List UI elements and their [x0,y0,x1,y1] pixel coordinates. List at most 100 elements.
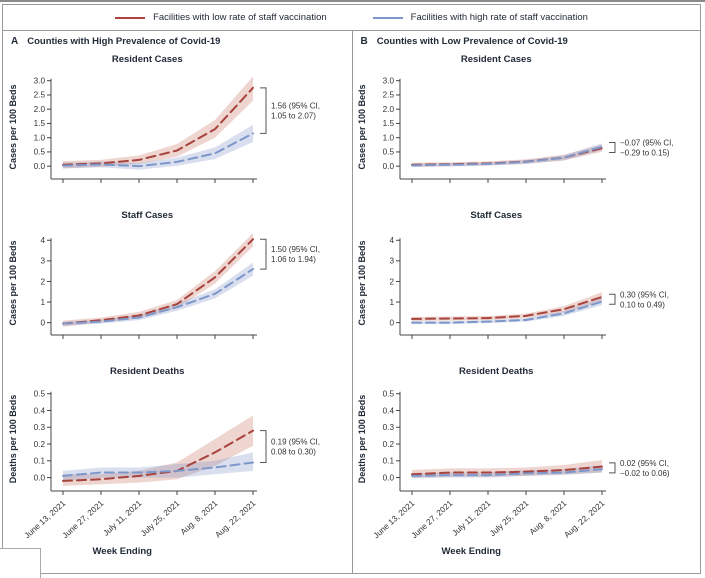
chart-canvas-staff-cases-b: 0 1 2 3 4 Cases per 100 Beds 0.30 (95% CI, 0.10… [354,223,698,354]
svg-text:3: 3 [390,257,395,266]
top-border-line [0,0,705,2]
figure-frame: Facilities with low rate of staff vaccin… [2,4,701,574]
svg-text:0.4: 0.4 [34,406,46,415]
panel-letter: A [11,36,19,47]
svg-text:Aug. 8, 2021: Aug. 8, 2021 [179,499,220,537]
svg-text:0.02 (95% CI,: 0.02 (95% CI, [620,459,669,468]
panel-a: A Counties with High Prevalence of Covid… [3,31,352,573]
svg-text:4: 4 [41,236,46,245]
svg-text:1.56 (95% CI,: 1.56 (95% CI, [271,102,320,111]
svg-text:Cases per 100 Beds: Cases per 100 Beds [357,240,367,325]
svg-text:1: 1 [390,298,395,307]
chart-canvas-staff-cases-a: 0 1 2 3 4 Cases per 100 Beds 1.50 (95% CI, 1.06… [5,223,349,354]
svg-text:2.0: 2.0 [383,105,395,114]
svg-text:July 11, 2021: July 11, 2021 [102,499,144,538]
svg-text:2.5: 2.5 [383,91,395,100]
svg-text:2.5: 2.5 [34,91,46,100]
svg-text:0.0: 0.0 [34,162,46,171]
svg-text:0.5: 0.5 [34,148,46,157]
svg-text:3.0: 3.0 [34,76,46,85]
svg-text:Cases per 100 Beds: Cases per 100 Beds [8,84,18,169]
svg-text:1.5: 1.5 [383,119,395,128]
svg-text:0: 0 [390,318,395,327]
svg-text:3: 3 [41,257,46,266]
panel-title: Counties with High Prevalence of Covid-1… [27,36,221,47]
svg-text:2.0: 2.0 [34,105,46,114]
svg-text:0.0: 0.0 [383,473,395,482]
chart-resident-deaths-a: Resident Deaths 0.0 0.1 0.2 0.3 0.4 0.5 June 1… [5,366,350,544]
panel-letter: B [360,36,368,47]
svg-text:0.08 to 0.30): 0.08 to 0.30) [271,448,316,457]
svg-text:Deaths per 100 Beds: Deaths per 100 Beds [8,395,18,484]
svg-text:1.50 (95% CI,: 1.50 (95% CI, [271,245,320,254]
svg-text:0.2: 0.2 [34,440,46,449]
svg-text:−0.02 to 0.06): −0.02 to 0.06) [620,469,670,478]
svg-text:4: 4 [390,236,395,245]
legend-label: Facilities with high rate of staff vacci… [410,12,588,23]
chart-resident-deaths-b: Resident Deaths 0.0 0.1 0.2 0.3 0.4 0.5 June 1… [355,366,699,544]
svg-text:Aug. 22, 2021: Aug. 22, 2021 [563,499,607,539]
blue-line-swatch [372,16,403,19]
chart-title: Staff Cases [121,210,174,221]
legend: Facilities with low rate of staff vaccin… [3,5,700,31]
svg-text:2: 2 [41,277,46,286]
chart-canvas-resident-deaths-a: 0.0 0.1 0.2 0.3 0.4 0.5 June 13, 2021 June 27, … [5,379,349,544]
panel-b-header: B Counties with Low Prevalence of Covid-… [355,34,699,52]
svg-text:1.05 to 2.07): 1.05 to 2.07) [271,112,316,121]
chart-resident-cases-a: Resident Cases 0.0 0.5 1.0 1.5 2.0 2.5 3.0 Case… [5,54,350,198]
svg-text:0.3: 0.3 [383,423,395,432]
svg-text:June 27, 2021: June 27, 2021 [61,499,106,539]
chart-title: Resident Cases [111,54,183,65]
svg-text:0.0: 0.0 [34,473,46,482]
svg-text:3.0: 3.0 [383,76,395,85]
svg-text:Cases per 100 Beds: Cases per 100 Beds [8,240,18,325]
svg-text:−0.29 to 0.15): −0.29 to 0.15) [620,149,670,158]
svg-text:0: 0 [41,318,46,327]
svg-text:1.06 to 1.94): 1.06 to 1.94) [271,255,316,264]
legend-item-high-vaccination: Facilities with high rate of staff vacci… [372,12,588,23]
chart-canvas-resident-cases-b: 0.0 0.5 1.0 1.5 2.0 2.5 3.0 Cases per 100 Beds −… [354,67,698,198]
panels-container: A Counties with High Prevalence of Covid… [3,31,700,573]
chart-resident-cases-b: Resident Cases 0.0 0.5 1.0 1.5 2.0 2.5 3.0 Case… [355,54,699,198]
chart-title: Resident Cases [460,54,532,65]
svg-text:June 27, 2021: June 27, 2021 [410,499,455,539]
x-axis-title-b: Week Ending [441,546,501,557]
svg-text:0.19 (95% CI,: 0.19 (95% CI, [271,438,320,447]
chart-canvas-resident-deaths-b: 0.0 0.1 0.2 0.3 0.4 0.5 June 13, 2021 June 27, … [354,379,698,544]
svg-text:1.0: 1.0 [34,133,46,142]
chart-canvas-resident-cases-a: 0.0 0.5 1.0 1.5 2.0 2.5 3.0 Cases per 100 Beds 1… [5,67,349,198]
svg-text:0.4: 0.4 [383,406,395,415]
svg-text:0.5: 0.5 [383,148,395,157]
svg-text:0.30 (95% CI,: 0.30 (95% CI, [620,290,669,299]
svg-text:0.5: 0.5 [34,390,46,399]
svg-text:Cases per 100 Beds: Cases per 100 Beds [357,84,367,169]
svg-text:Aug. 8, 2021: Aug. 8, 2021 [528,499,569,537]
legend-label: Facilities with low rate of staff vaccin… [153,12,327,23]
legend-item-low-vaccination: Facilities with low rate of staff vaccin… [115,12,327,23]
panel-a-header: A Counties with High Prevalence of Covid… [5,34,350,52]
svg-text:−0.07 (95% CI,: −0.07 (95% CI, [620,139,674,148]
svg-text:1: 1 [41,298,46,307]
svg-text:Deaths per 100 Beds: Deaths per 100 Beds [357,395,367,484]
svg-text:2: 2 [390,277,395,286]
chart-title: Resident Deaths [110,366,185,377]
chart-staff-cases-a: Staff Cases 0 1 2 3 4 Cases per 100 Beds 1.50 … [5,210,350,354]
svg-text:0.3: 0.3 [34,423,46,432]
svg-text:1.5: 1.5 [34,119,46,128]
svg-text:July 25, 2021: July 25, 2021 [488,499,531,539]
panel-title: Counties with Low Prevalence of Covid-19 [376,36,568,47]
chart-title: Staff Cases [470,210,523,221]
svg-text:0.1: 0.1 [34,457,46,466]
svg-text:0.10 to 0.49): 0.10 to 0.49) [620,300,665,309]
svg-text:0.5: 0.5 [383,390,395,399]
x-axis-title-a: Week Ending [92,546,152,557]
svg-text:July 11, 2021: July 11, 2021 [451,499,493,538]
chart-staff-cases-b: Staff Cases 0 1 2 3 4 Cases per 100 Beds 0.30 … [355,210,699,354]
panel-b: B Counties with Low Prevalence of Covid-… [351,31,701,573]
svg-text:0.1: 0.1 [383,457,395,466]
chart-title: Resident Deaths [459,366,534,377]
svg-text:1.0: 1.0 [383,133,395,142]
svg-text:0.0: 0.0 [383,162,395,171]
svg-text:0.2: 0.2 [383,440,395,449]
